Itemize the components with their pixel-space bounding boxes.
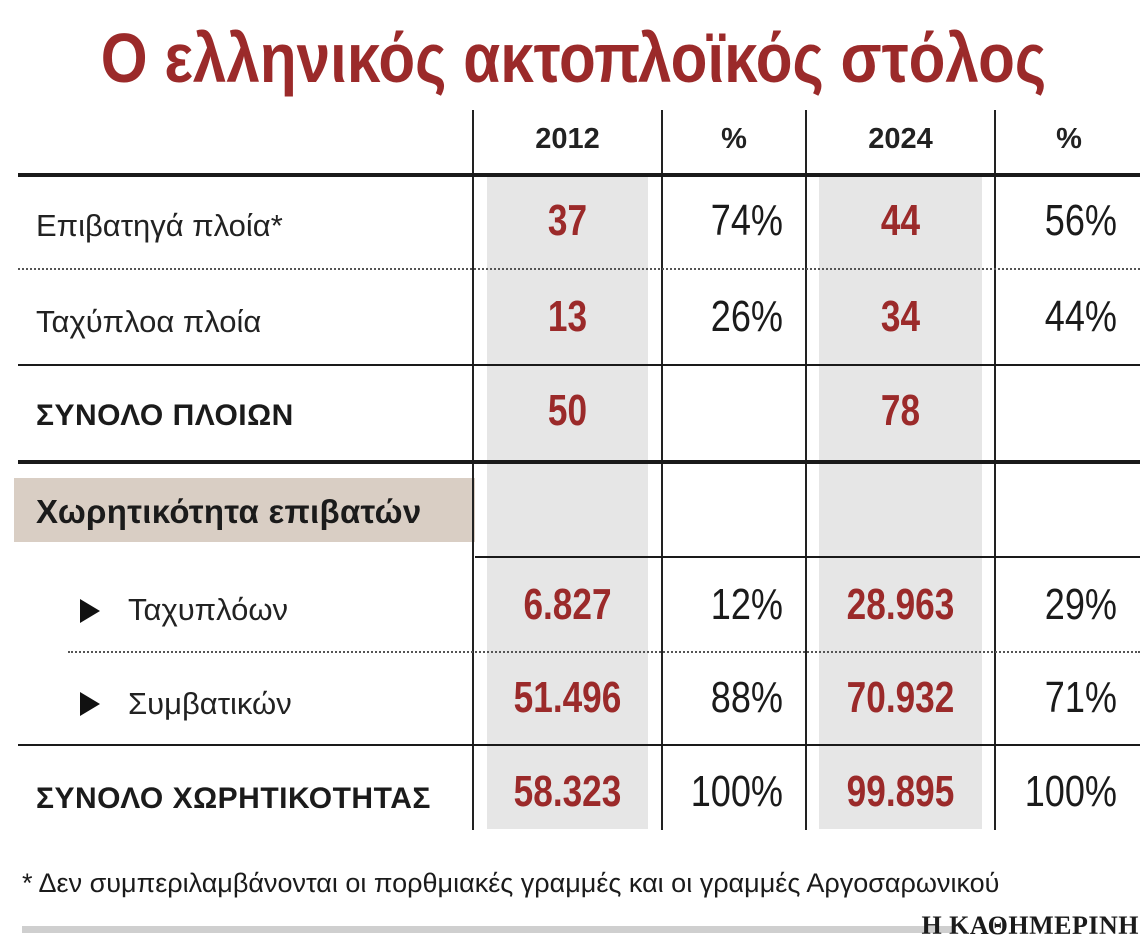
pct-2024-fast: 44% — [1044, 292, 1117, 341]
column-shade-2012 — [487, 177, 648, 829]
page-title: Ο ελληνικός ακτοπλοϊκός στόλος — [100, 19, 1047, 97]
value-2024-total-capacity: 99.895 — [846, 767, 955, 816]
value-2024-fast-capacity: 28.963 — [846, 580, 955, 629]
value-2024-passenger: 44 — [880, 196, 921, 245]
footnote: * Δεν συμπεριλαμβάνονται οι πορθμιακές γ… — [22, 868, 1000, 898]
column-shade-2024 — [819, 177, 982, 829]
value-2024-fast: 34 — [880, 292, 921, 341]
value-2012-fast-capacity: 6.827 — [523, 580, 612, 629]
value-2024-total-ships: 78 — [880, 386, 921, 435]
column-divider — [805, 110, 807, 830]
pct-2012-passenger: 74% — [710, 196, 783, 245]
header-rule — [18, 173, 1140, 177]
bullet-triangle-icon — [80, 692, 100, 716]
row-label-conventional-capacity: Συμβατικών — [128, 686, 292, 721]
pct-2024-passenger: 56% — [1044, 196, 1117, 245]
pct-2012-fast-capacity: 12% — [710, 580, 783, 629]
column-divider — [472, 110, 474, 830]
pct-2024-fast-capacity: 29% — [1044, 580, 1117, 629]
value-2012-conventional-capacity: 51.496 — [513, 673, 622, 722]
column-header-pct-2024: % — [1056, 123, 1082, 155]
row-divider — [18, 268, 1140, 270]
value-2012-total-capacity: 58.323 — [513, 767, 622, 816]
pct-2012-total-capacity: 100% — [690, 767, 783, 816]
pct-2024-conventional-capacity: 71% — [1044, 673, 1117, 722]
value-2012-passenger: 37 — [547, 196, 588, 245]
bottom-rule — [22, 926, 952, 933]
bullet-triangle-icon — [80, 599, 100, 623]
row-label-total-capacity: ΣΥΝΟΛΟ ΧΩΡΗΤΙΚΟΤΗΤΑΣ — [36, 782, 431, 815]
column-header-pct-2012: % — [721, 123, 747, 155]
value-2012-fast: 13 — [547, 292, 588, 341]
value-2024-conventional-capacity: 70.932 — [846, 673, 955, 722]
pct-2024-total-capacity: 100% — [1024, 767, 1117, 816]
row-divider — [18, 364, 1140, 366]
row-label-total-ships: ΣΥΝΟΛΟ ΠΛΟΙΩΝ — [36, 399, 294, 432]
row-divider — [18, 744, 1140, 746]
row-label-passenger-ships: Επιβατηγά πλοία* — [36, 208, 283, 243]
value-2012-total-ships: 50 — [547, 386, 588, 435]
row-label-fast-capacity: Ταχυπλόων — [128, 592, 289, 627]
pct-2012-fast: 26% — [710, 292, 783, 341]
capacity-section-band — [14, 478, 475, 542]
column-header-2012: 2012 — [535, 123, 600, 155]
column-header-2024: 2024 — [868, 123, 933, 155]
row-label-fast-ships: Ταχύπλοα πλοία — [36, 304, 262, 339]
column-divider — [661, 110, 663, 830]
column-divider — [994, 110, 996, 830]
row-divider — [68, 651, 1140, 653]
row-divider — [475, 556, 1140, 558]
pct-2012-conventional-capacity: 88% — [710, 673, 783, 722]
capacity-section-heading: Χωρητικότητα επιβατών — [36, 493, 422, 530]
source-logo: Η ΚΑΘΗΜΕΡΙΝΗ — [921, 911, 1139, 940]
section-rule — [18, 460, 1140, 464]
